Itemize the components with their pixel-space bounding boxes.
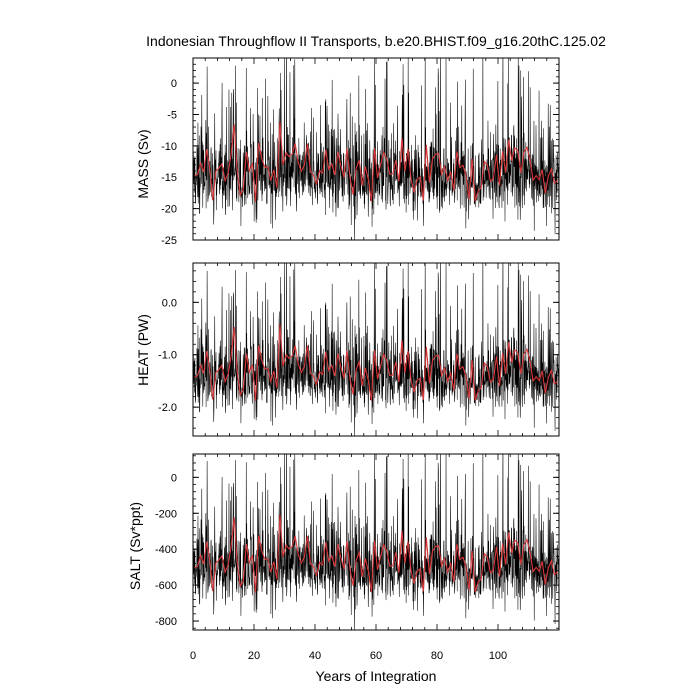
y-tick-label: -25 [161,235,177,247]
panel-salt: SALT (Sv*ppt) 0 -200 -400 -600 -800 [127,453,560,631]
y-tick-label: 0.0 [162,297,177,309]
series-monthly-mass [193,58,559,240]
y-tick-label: -400 [155,544,177,556]
x-tick-label: 80 [431,650,443,662]
y-tick-label: -1.0 [158,350,177,362]
y-tick-label: -10 [161,141,177,153]
y-tick-label: 0 [171,472,177,484]
x-tick-label: 40 [309,650,321,662]
x-tick-label: 20 [248,650,260,662]
x-tick-label: 0 [190,650,196,662]
y-axis-label-mass: MASS (Sv) [135,129,151,198]
y-tick-label: -20 [161,204,177,216]
series-monthly-salt [193,454,559,630]
panel-mass: MASS (Sv) 0 -5 -10 -15 -20 -25 [135,57,560,247]
chart-title: Indonesian Throughflow II Transports, b.… [146,33,606,49]
series-annual-mass [194,121,558,202]
y-tick-label: -600 [155,580,177,592]
series-monthly-heat [193,263,559,436]
x-tick-label: 100 [489,650,507,662]
y-axis-label-salt: SALT (Sv*ppt) [127,502,143,590]
series-annual-salt [194,514,558,593]
y-tick-label: 0 [171,78,177,90]
panel-heat: HEAT (PW) 0.0 -1.0 -2.0 [135,262,560,437]
y-tick-label: -800 [155,616,177,628]
y-tick-label: -5 [167,109,177,121]
y-tick-label: -200 [155,508,177,520]
x-axis: 0 20 40 60 80 100 [190,650,507,662]
x-axis-label: Years of Integration [316,668,437,684]
series-annual-heat [194,324,558,401]
x-tick-label: 60 [370,650,382,662]
y-tick-label: -15 [161,172,177,184]
y-tick-label: -2.0 [158,402,177,414]
y-axis-label-heat: HEAT (PW) [135,314,151,386]
